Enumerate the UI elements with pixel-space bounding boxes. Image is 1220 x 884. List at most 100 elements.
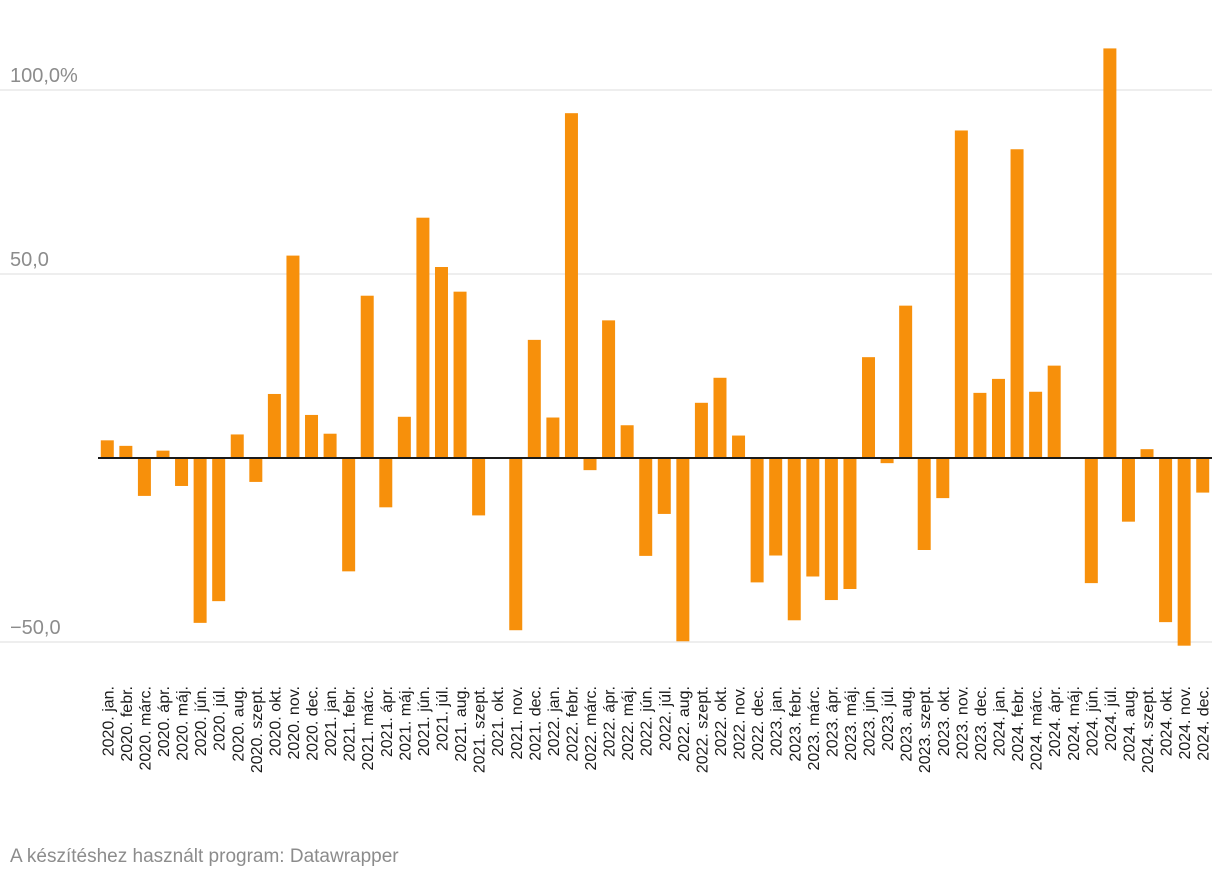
bar [509, 458, 523, 631]
x-tick-label: 2020. aug. [230, 686, 247, 762]
x-tick-label: 2023. dec. [973, 686, 990, 761]
x-tick-label: 2022. ápr. [602, 686, 619, 757]
bar [100, 440, 114, 458]
x-tick-label: 2023. ápr. [824, 686, 841, 757]
x-tick-label: 2021. nov. [509, 686, 526, 760]
x-tick-label: 2020. jan. [100, 686, 117, 756]
x-tick-label: 2024. jún. [1084, 686, 1101, 756]
x-tick-label: 2020. márc. [137, 686, 154, 770]
x-tick-label: 2020. jún. [193, 686, 210, 756]
x-tick-label: 2020. okt. [267, 686, 284, 756]
bar [416, 217, 430, 458]
bar [732, 435, 746, 458]
x-tick-label: 2024. márc. [1029, 686, 1046, 770]
bar [750, 458, 764, 583]
y-tick-label: −50,0 [10, 617, 61, 639]
x-tick-label: 2024. szept. [1140, 686, 1157, 773]
bar [175, 458, 189, 486]
bar [286, 255, 300, 458]
bar [657, 458, 671, 514]
credit-footer: A készítéshez használt program: Datawrap… [10, 846, 399, 867]
bar [564, 113, 578, 459]
x-tick-label: 2022. jún. [639, 686, 656, 756]
x-tick-label: 2023. okt. [936, 686, 953, 756]
y-tick-label: 100,0% [10, 65, 78, 87]
x-tick-label: 2020. szept. [249, 686, 266, 773]
bar [397, 416, 411, 458]
x-tick-label: 2022. máj. [620, 686, 637, 761]
bar [1047, 365, 1061, 458]
x-tick-label: 2022. jan. [546, 686, 563, 756]
bars [100, 48, 1210, 646]
bar [843, 458, 857, 590]
bar [156, 450, 170, 458]
x-tick-label: 2020. febr. [119, 686, 136, 762]
bar [1010, 149, 1024, 459]
bar [1196, 458, 1210, 493]
bar [602, 320, 616, 458]
bar [527, 339, 541, 458]
x-axis-labels: 2020. jan. 2020. febr. 2020. márc. 2020. áp… [100, 686, 1212, 773]
bar [954, 130, 968, 459]
x-tick-label: 2020. máj. [175, 686, 192, 761]
bar [434, 267, 448, 458]
bar [973, 392, 987, 458]
bar [583, 458, 597, 471]
x-tick-label: 2023. márc. [806, 686, 823, 770]
x-tick-label: 2021. dec. [527, 686, 544, 761]
bar [1029, 391, 1043, 458]
x-tick-label: 2021. márc. [360, 686, 377, 770]
bar [991, 378, 1005, 458]
bar [676, 458, 690, 642]
x-tick-label: 2021. máj. [397, 686, 414, 761]
bar [1103, 48, 1117, 458]
x-tick-label: 2024. okt. [1159, 686, 1176, 756]
x-tick-label: 2023. aug. [899, 686, 916, 762]
bar [1121, 458, 1135, 522]
x-tick-label: 2024. dec. [1196, 686, 1213, 761]
x-tick-label: 2022. szept. [694, 686, 711, 773]
bar [1140, 449, 1154, 458]
x-tick-label: 2020. júl. [212, 686, 229, 751]
bar [379, 458, 393, 508]
x-tick-label: 2024. febr. [1010, 686, 1027, 762]
bar [119, 445, 133, 458]
x-tick-label: 2020. dec. [305, 686, 322, 761]
bar [193, 458, 207, 623]
x-tick-label: 2021. febr. [342, 686, 359, 762]
bar [342, 458, 356, 572]
bar [1159, 458, 1173, 623]
x-tick-label: 2024. aug. [1121, 686, 1138, 762]
bar [267, 393, 281, 458]
x-tick-label: 2021. aug. [453, 686, 470, 762]
x-tick-label: 2023. jún. [862, 686, 879, 756]
x-tick-label: 2024. jan. [991, 686, 1008, 756]
x-tick-label: 2023. máj. [843, 686, 860, 761]
bar [305, 414, 319, 458]
gridlines: 100,0% 50,0 −50,0 [0, 65, 1212, 643]
x-tick-label: 2022. márc. [583, 686, 600, 770]
x-tick-label: 2021. okt. [490, 686, 507, 756]
bar [472, 458, 486, 516]
x-tick-label: 2024. máj. [1066, 686, 1083, 761]
bar [453, 291, 467, 458]
x-tick-label: 2023. jan. [769, 686, 786, 756]
bar [249, 458, 263, 482]
x-tick-label: 2022. júl. [657, 686, 674, 751]
bar [323, 433, 337, 458]
x-tick-label: 2022. febr. [564, 686, 581, 762]
bar [936, 458, 950, 499]
bar [899, 305, 913, 458]
bar [862, 357, 876, 458]
x-tick-label: 2021. ápr. [379, 686, 396, 757]
x-tick-label: 2021. júl. [434, 686, 451, 751]
x-tick-label: 2023. nov. [954, 686, 971, 760]
y-tick-label: 50,0 [10, 249, 49, 271]
x-tick-label: 2022. okt. [713, 686, 730, 756]
x-tick-label: 2022. nov. [732, 686, 749, 760]
bar [787, 458, 801, 621]
x-tick-label: 2021. jan. [323, 686, 340, 756]
bar [917, 458, 931, 550]
bar [713, 377, 727, 458]
x-tick-label: 2020. ápr. [156, 686, 173, 757]
